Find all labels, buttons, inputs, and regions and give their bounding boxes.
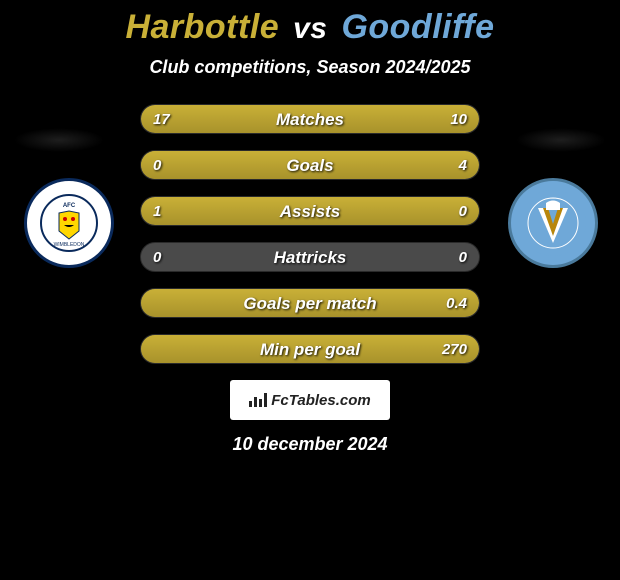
stat-label: Goals: [141, 151, 479, 180]
stat-value-right: 270: [442, 335, 467, 364]
stats-list: Matches1710Goals04Assists10Hattricks00Go…: [140, 104, 480, 364]
stat-value-right: 10: [450, 105, 467, 134]
stat-label: Min per goal: [141, 335, 479, 364]
stat-label: Hattricks: [141, 243, 479, 272]
stat-label: Matches: [141, 105, 479, 134]
colchester-crest-icon: [518, 188, 588, 258]
stat-value-left: 0: [153, 151, 161, 180]
vs-label: vs: [293, 12, 327, 45]
stat-row: Min per goal270: [140, 334, 480, 364]
comparison-title: Harbottle vs Goodliffe: [0, 8, 620, 47]
player1-name: Harbottle: [125, 8, 279, 46]
player2-name: Goodliffe: [341, 8, 494, 46]
club-badge-left: AFC WIMBLEDON: [24, 178, 114, 268]
stat-label: Goals per match: [141, 289, 479, 318]
stat-value-right: 4: [459, 151, 467, 180]
svg-text:AFC: AFC: [63, 203, 76, 209]
stat-label: Assists: [141, 197, 479, 226]
date-label: 10 december 2024: [0, 434, 620, 455]
brand-badge[interactable]: FcTables.com: [230, 380, 390, 420]
club-badge-right: [508, 178, 598, 268]
shadow-left: [14, 128, 104, 152]
stat-value-left: 1: [153, 197, 161, 226]
stat-value-right: 0.4: [446, 289, 467, 318]
stat-row: Assists1 0: [140, 196, 480, 226]
subtitle: Club competitions, Season 2024/2025: [0, 57, 620, 78]
chart-icon: [249, 393, 267, 407]
stat-row: Hattricks0 0: [140, 242, 480, 272]
stat-row: Matches17 10: [140, 104, 480, 134]
stat-value-left: 17: [153, 105, 170, 134]
stat-row: Goals0 4: [140, 150, 480, 180]
stat-value-right: 0: [459, 243, 467, 272]
wimbledon-crest-icon: AFC WIMBLEDON: [39, 193, 99, 253]
svg-text:WIMBLEDON: WIMBLEDON: [54, 242, 85, 248]
stat-value-right: 0: [459, 197, 467, 226]
shadow-right: [516, 128, 606, 152]
brand-label: FcTables.com: [271, 392, 370, 409]
comparison-card: Harbottle vs Goodliffe Club competitions…: [0, 0, 620, 455]
stat-row: Goals per match0.4: [140, 288, 480, 318]
stat-value-left: 0: [153, 243, 161, 272]
